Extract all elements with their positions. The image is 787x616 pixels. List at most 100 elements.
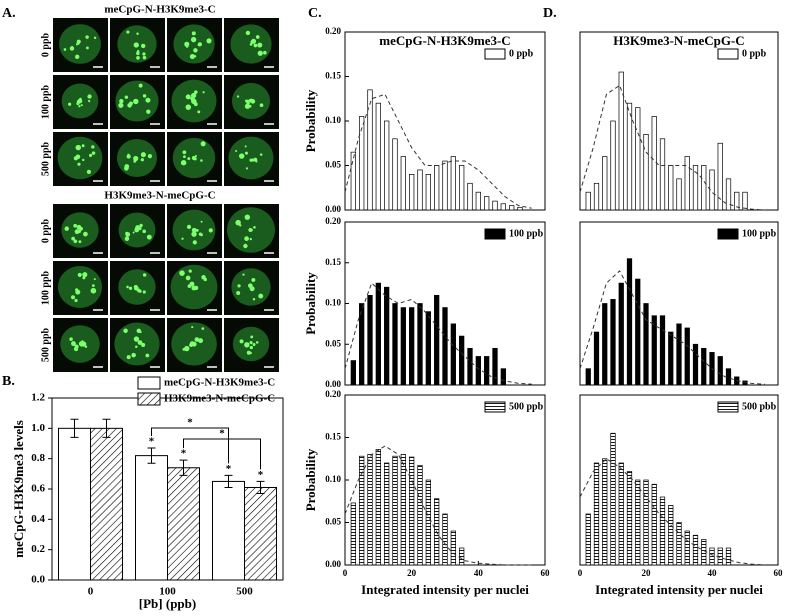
focus	[195, 228, 199, 232]
focus	[126, 355, 131, 360]
bar	[684, 156, 690, 211]
bar	[676, 522, 682, 566]
bar	[668, 505, 674, 566]
bar	[659, 496, 666, 566]
nucleus	[228, 136, 274, 180]
focus	[245, 167, 249, 170]
bar	[384, 120, 390, 211]
y-tick-label: 0.10	[325, 115, 341, 125]
focus	[142, 290, 146, 294]
focus	[141, 342, 146, 348]
nucleus	[114, 322, 160, 366]
bar	[359, 303, 365, 386]
nucleus	[59, 24, 101, 64]
focus	[84, 345, 88, 348]
y-tick-label: 0.4	[31, 513, 45, 525]
significance: *	[149, 436, 155, 448]
focus	[75, 154, 81, 160]
y-tick-label: 0.20	[325, 216, 341, 226]
row-label: 500 ppb	[40, 327, 51, 362]
bar	[585, 191, 591, 211]
focus	[249, 345, 254, 350]
bar	[692, 343, 699, 386]
bar	[467, 182, 473, 211]
focus	[85, 35, 89, 39]
focus	[179, 270, 185, 276]
legend-swatch	[717, 228, 739, 240]
significance: *	[226, 463, 232, 475]
focus	[194, 337, 200, 342]
bar	[610, 432, 616, 566]
bar	[367, 89, 373, 211]
error-bar	[224, 474, 233, 488]
row-label: 0 ppb	[40, 32, 51, 57]
y-tick-label: 0.8	[31, 452, 45, 464]
y-tick-label: 0.0	[31, 574, 45, 586]
y-axis-label: Probability	[303, 448, 318, 511]
focus	[124, 236, 130, 241]
focus	[71, 341, 76, 347]
group-title: meCpG-N-H3K9me3-C	[104, 4, 215, 16]
focus	[73, 223, 77, 228]
focus	[245, 343, 249, 346]
bar	[701, 165, 707, 211]
focus	[181, 237, 184, 240]
fit-curve	[579, 458, 765, 566]
bar	[602, 156, 608, 211]
focus	[119, 98, 124, 104]
focus	[245, 30, 251, 36]
focus	[252, 343, 256, 346]
focus	[190, 36, 197, 43]
bar	[626, 471, 633, 566]
focus	[80, 341, 84, 345]
bar	[484, 356, 490, 386]
bar	[717, 142, 723, 211]
y-tick-label: 0.05	[325, 338, 341, 348]
focus	[64, 226, 69, 231]
focus	[137, 49, 140, 53]
focus	[124, 165, 129, 171]
significance: *	[187, 417, 193, 429]
bar	[400, 454, 406, 566]
y-axis-label: meCpG-H3K9me3 levels	[11, 420, 26, 558]
focus	[142, 55, 147, 60]
bar	[725, 547, 732, 566]
focus	[191, 341, 197, 347]
focus	[193, 48, 198, 53]
bar	[135, 455, 168, 581]
y-axis-label: Probability	[303, 89, 318, 152]
x-tick-label: 0	[88, 586, 94, 598]
focus	[185, 94, 191, 100]
focus	[77, 162, 81, 166]
focus	[69, 46, 75, 51]
focus	[127, 103, 132, 108]
focus	[236, 291, 241, 296]
focus	[136, 51, 140, 56]
bar	[475, 191, 481, 211]
focus	[140, 43, 146, 49]
y-tick-label: 0.6	[31, 483, 45, 495]
focus	[255, 35, 260, 39]
focus	[126, 30, 130, 34]
legend-swatch	[484, 228, 506, 240]
legend-swatch	[137, 392, 161, 406]
focus	[248, 104, 252, 108]
bar	[626, 102, 633, 211]
legend-label: 500 pbb	[742, 401, 777, 412]
bar	[409, 307, 415, 386]
focus	[244, 151, 248, 155]
nucleus	[57, 266, 103, 308]
bar	[58, 427, 91, 581]
y-tick-label: 0.10	[325, 474, 341, 484]
bar	[610, 299, 616, 386]
bar	[618, 71, 624, 211]
x-tick-label: 500	[236, 586, 253, 598]
focus	[200, 141, 206, 147]
focus	[191, 92, 197, 99]
bar	[367, 454, 373, 566]
focus	[243, 243, 248, 249]
focus	[133, 159, 137, 163]
bar	[610, 120, 616, 211]
bar	[409, 456, 415, 566]
focus	[197, 42, 202, 47]
